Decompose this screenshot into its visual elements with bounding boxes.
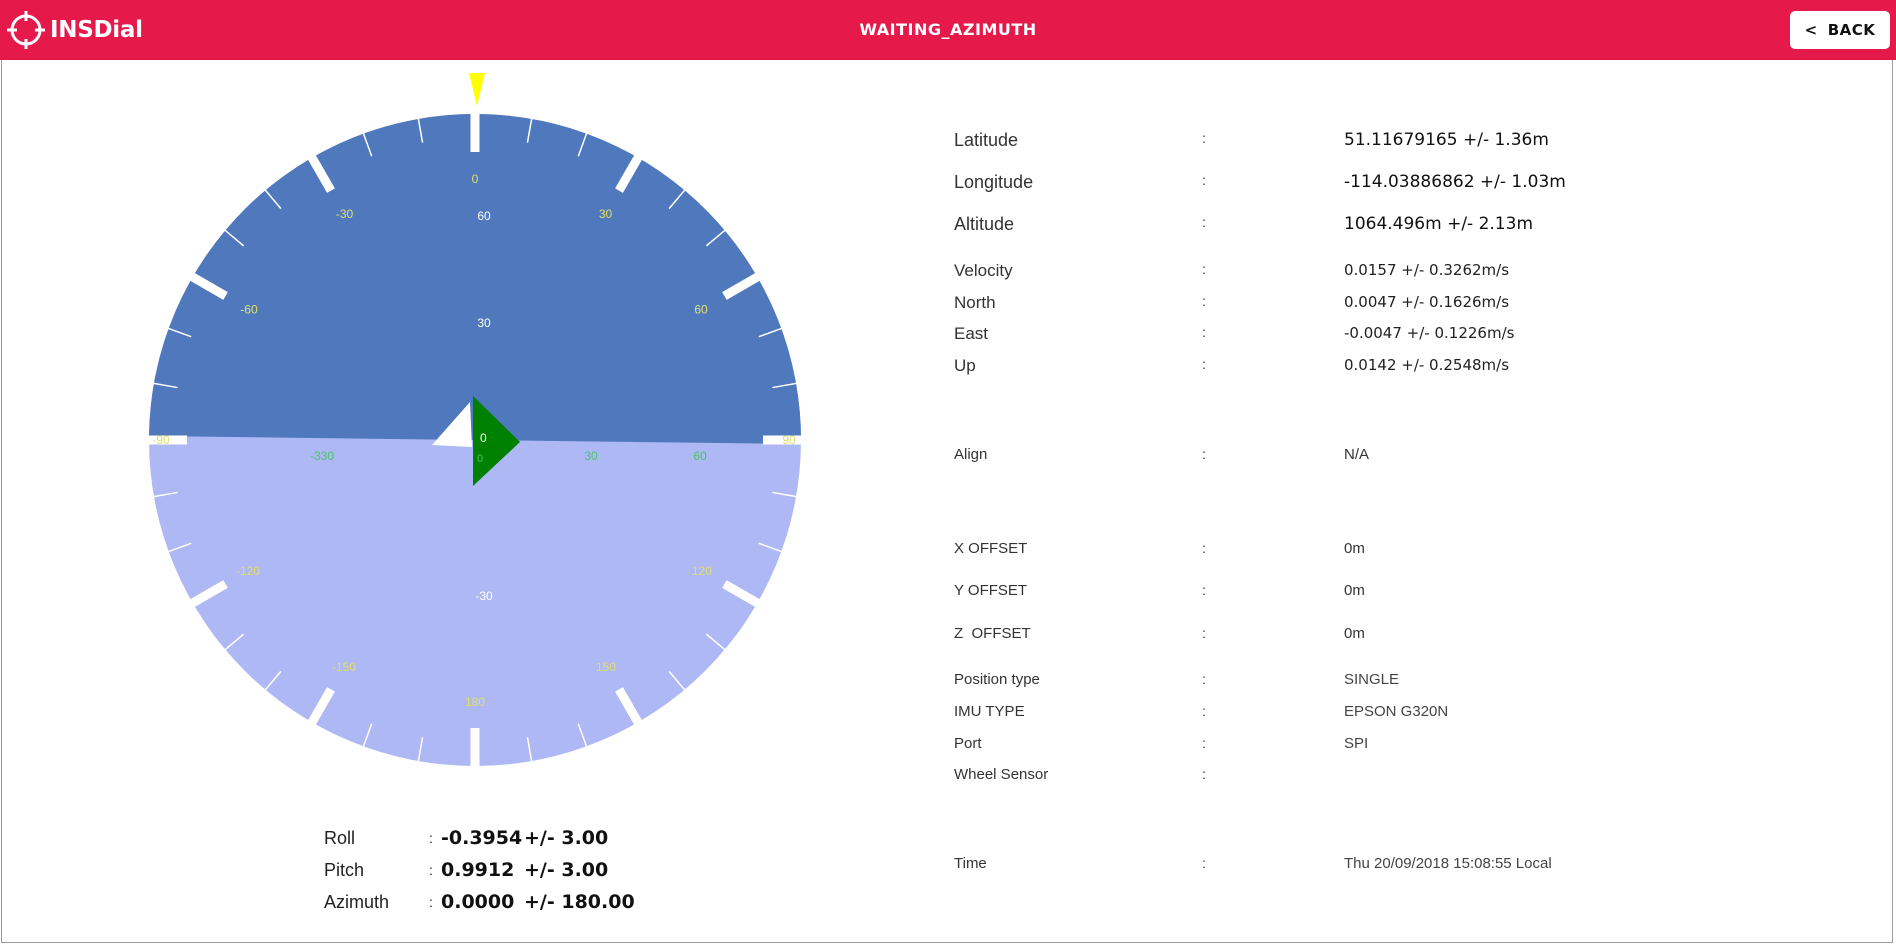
roll-label: Roll	[324, 828, 356, 848]
minor-tick	[577, 132, 588, 157]
heading-scale-label: 30	[584, 449, 598, 463]
heading-pointer-icon	[469, 73, 485, 106]
y-offset-value: 0m	[1344, 582, 1365, 599]
port-value: SPI	[1344, 735, 1369, 752]
minor-tick	[152, 491, 178, 498]
time-value: Thu 20/09/2018 15:08:55 Local	[1344, 855, 1552, 872]
back-button[interactable]: < BACK	[1790, 11, 1890, 49]
dial-degree-label: -120	[236, 564, 260, 578]
azimuth-value: 0.0000	[441, 891, 515, 913]
center-label: 0	[480, 431, 487, 445]
dial-degree-label: 30	[599, 207, 613, 221]
minor-tick	[526, 737, 533, 763]
content-frame	[1, 60, 1893, 943]
major-tick	[307, 687, 335, 726]
center-label: 0	[477, 453, 483, 465]
major-tick	[615, 154, 643, 193]
minor-tick	[526, 117, 533, 143]
minor-tick	[577, 723, 588, 748]
minor-tick	[758, 327, 783, 338]
major-tick	[722, 272, 761, 300]
back-label: BACK	[1827, 21, 1876, 39]
pitch-value: 0.9912	[441, 859, 515, 881]
minor-tick	[668, 189, 686, 210]
north-value: 0.0047 +/- 0.1626m/s	[1344, 293, 1510, 311]
azimuth-accuracy: +/- 180.00	[524, 891, 635, 913]
crosshair-icon	[7, 11, 45, 49]
aircraft-reference	[432, 402, 472, 447]
heading-marker	[473, 396, 520, 486]
heading-scale-label: 60	[693, 449, 707, 463]
major-tick	[615, 687, 643, 726]
dial-degree-label: 0	[472, 172, 479, 186]
roll-accuracy: +/- 3.00	[524, 827, 609, 849]
app-logo: INSDial	[6, 10, 143, 50]
chevron-left-icon: <	[1804, 21, 1818, 39]
attitude-dial: 0 30 60 90 -90 -60 -30 120 150 180 -150 -120 60 30 -30…	[148, 73, 802, 767]
align-value: N/A	[1344, 446, 1370, 463]
up-value: 0.0142 +/- 0.2548m/s	[1344, 356, 1510, 374]
dial-degree-label: -30	[336, 207, 354, 221]
minor-tick	[705, 229, 726, 247]
heading-scale-label: -330	[310, 449, 334, 463]
app-name: INSDial	[50, 17, 143, 43]
dial-degree-label: -60	[240, 303, 258, 317]
pitch-label: Pitch	[324, 860, 365, 880]
minor-tick	[264, 670, 282, 691]
east-value: -0.0047 +/- 0.1226m/s	[1344, 324, 1515, 342]
pitch-label: 60	[477, 209, 491, 223]
altitude-value: 1064.496m +/- 2.13m	[1344, 214, 1534, 234]
latitude-value: 51.11679165 +/- 1.36m	[1344, 130, 1549, 150]
dial-degree-label: 90	[782, 433, 796, 447]
velocity-value: 0.0157 +/- 0.3262m/s	[1344, 261, 1510, 279]
longitude-value: -114.03886862 +/- 1.03m	[1344, 172, 1566, 192]
dial-degree-label: 180	[465, 695, 485, 709]
major-tick	[189, 272, 228, 300]
minor-tick	[772, 382, 798, 389]
pitch-label: 30	[477, 316, 491, 330]
minor-tick	[167, 327, 192, 338]
minor-tick	[668, 670, 686, 691]
pitch-label: -30	[475, 589, 493, 603]
dial-degree-label: -150	[332, 660, 356, 674]
x-offset-value: 0m	[1344, 540, 1365, 557]
minor-tick	[362, 723, 373, 748]
minor-tick	[362, 132, 373, 157]
minor-tick	[705, 633, 726, 651]
z-offset-value: 0m	[1344, 625, 1365, 642]
minor-tick	[152, 382, 178, 389]
dial-degree-label: 60	[694, 303, 708, 317]
position-type-value: SINGLE	[1344, 671, 1400, 688]
minor-tick	[224, 633, 245, 651]
pitch-accuracy: +/- 3.00	[524, 859, 609, 881]
major-tick	[722, 580, 761, 608]
minor-tick	[167, 542, 192, 553]
dial-degree-label: 120	[692, 564, 712, 578]
dial-upper-half	[149, 113, 802, 444]
roll-value: -0.3954	[441, 827, 523, 849]
azimuth-label: Azimuth	[324, 892, 390, 912]
dial-degree-label: -90	[152, 433, 170, 447]
top-bar: INSDial WAITING_AZIMUTH < BACK	[0, 0, 1896, 60]
minor-tick	[264, 189, 282, 210]
minor-tick	[417, 117, 424, 143]
imu-type-value: EPSON G320N	[1344, 703, 1449, 720]
major-tick	[307, 154, 335, 193]
status-title: WAITING_AZIMUTH	[859, 20, 1037, 39]
minor-tick	[758, 542, 783, 553]
minor-tick	[417, 737, 424, 763]
dial-degree-label: 150	[596, 660, 616, 674]
minor-tick	[772, 491, 798, 498]
minor-tick	[224, 229, 245, 247]
major-tick	[189, 580, 228, 608]
